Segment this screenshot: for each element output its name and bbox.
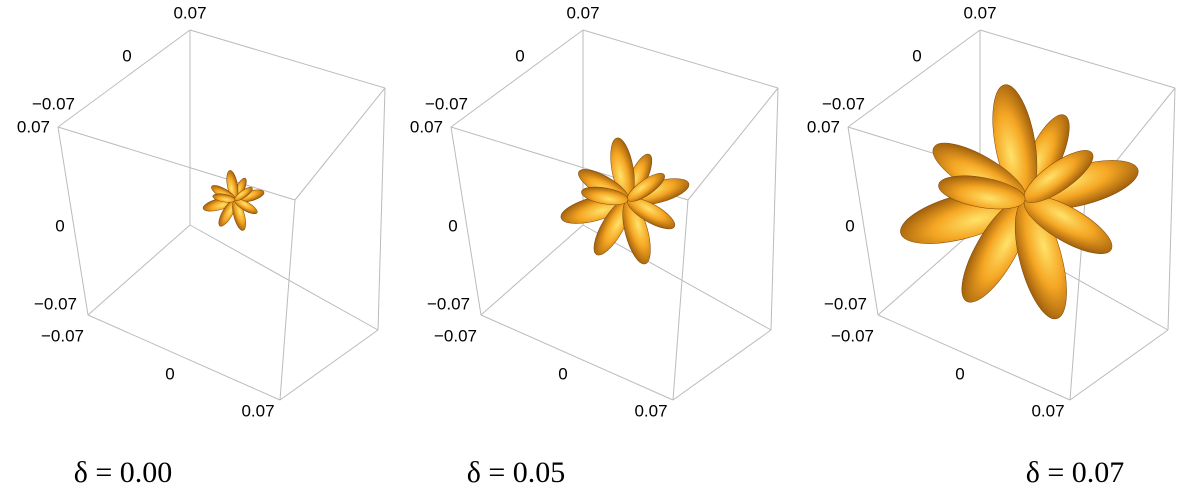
tick-label: 0.07 <box>963 3 996 22</box>
tick-label: 0 <box>165 364 174 383</box>
cube-edge <box>280 330 378 400</box>
tick-label: 0.07 <box>807 117 840 136</box>
tick-label: −0.07 <box>41 326 84 345</box>
cube-edge <box>190 30 385 88</box>
cube-edge <box>58 30 190 127</box>
cube-edge <box>1168 88 1175 330</box>
tick-label: 0.07 <box>173 3 206 22</box>
tick-label: 0.07 <box>566 3 599 22</box>
tick-label: 0 <box>912 46 921 65</box>
cube-edge <box>688 88 778 200</box>
cube-edge <box>88 225 190 315</box>
cube-edge <box>481 315 673 400</box>
tick-label: 0.07 <box>241 401 274 420</box>
tick-label: −0.07 <box>425 94 468 113</box>
cube-edge <box>481 225 583 315</box>
tick-label: 0 <box>558 364 567 383</box>
tick-label: 0.07 <box>634 401 667 420</box>
tick-label: −0.07 <box>34 294 77 313</box>
tick-label: −0.07 <box>434 326 477 345</box>
panel: 0.07 0 −0.07 0.07 0 −0.07 −0.07 0 0.07 δ = 0.05 <box>410 3 778 488</box>
cube-edge <box>771 88 778 330</box>
cube-edge <box>583 30 778 88</box>
tick-label: 0 <box>55 216 64 235</box>
cube-edge <box>673 330 771 400</box>
cube-edge <box>378 88 385 330</box>
cube-edge <box>295 88 385 200</box>
tick-label: −0.07 <box>822 94 865 113</box>
panel: 0.07 0 −0.07 0.07 0 −0.07 −0.07 0 0.07 δ = 0.00 <box>17 3 385 488</box>
caption: δ = 0.00 <box>74 456 173 489</box>
tick-label: −0.07 <box>32 94 75 113</box>
tick-label: −0.07 <box>831 326 874 345</box>
tick-label: 0 <box>515 46 524 65</box>
cube-edge <box>58 127 295 200</box>
tick-label: 0 <box>955 364 964 383</box>
cube-edge <box>280 200 295 400</box>
tick-label: 0 <box>845 216 854 235</box>
cube-edge <box>848 30 980 127</box>
caption: δ = 0.07 <box>1026 456 1125 489</box>
tick-label: 0.07 <box>17 117 50 136</box>
tick-label: 0.07 <box>410 117 443 136</box>
cube-edge <box>451 30 583 127</box>
cube-edge <box>1070 330 1168 400</box>
cube-edge <box>980 30 1175 88</box>
tick-label: 0.07 <box>1031 401 1064 420</box>
cube-edge <box>88 315 280 400</box>
cube-edge <box>878 315 1070 400</box>
tick-label: −0.07 <box>427 294 470 313</box>
panel: 0.07 0 −0.07 0.07 0 −0.07 −0.07 0 0.07 δ = 0.07 <box>807 3 1175 488</box>
cube-edge <box>673 200 688 400</box>
tick-label: 0 <box>448 216 457 235</box>
caption: δ = 0.05 <box>467 456 566 489</box>
tick-label: 0 <box>122 46 131 65</box>
figure: 0.070−0.070.070−0.07−0.0700.07δ = 0.000.… <box>0 0 1184 493</box>
cube-edge <box>190 225 378 330</box>
tick-label: −0.07 <box>824 294 867 313</box>
